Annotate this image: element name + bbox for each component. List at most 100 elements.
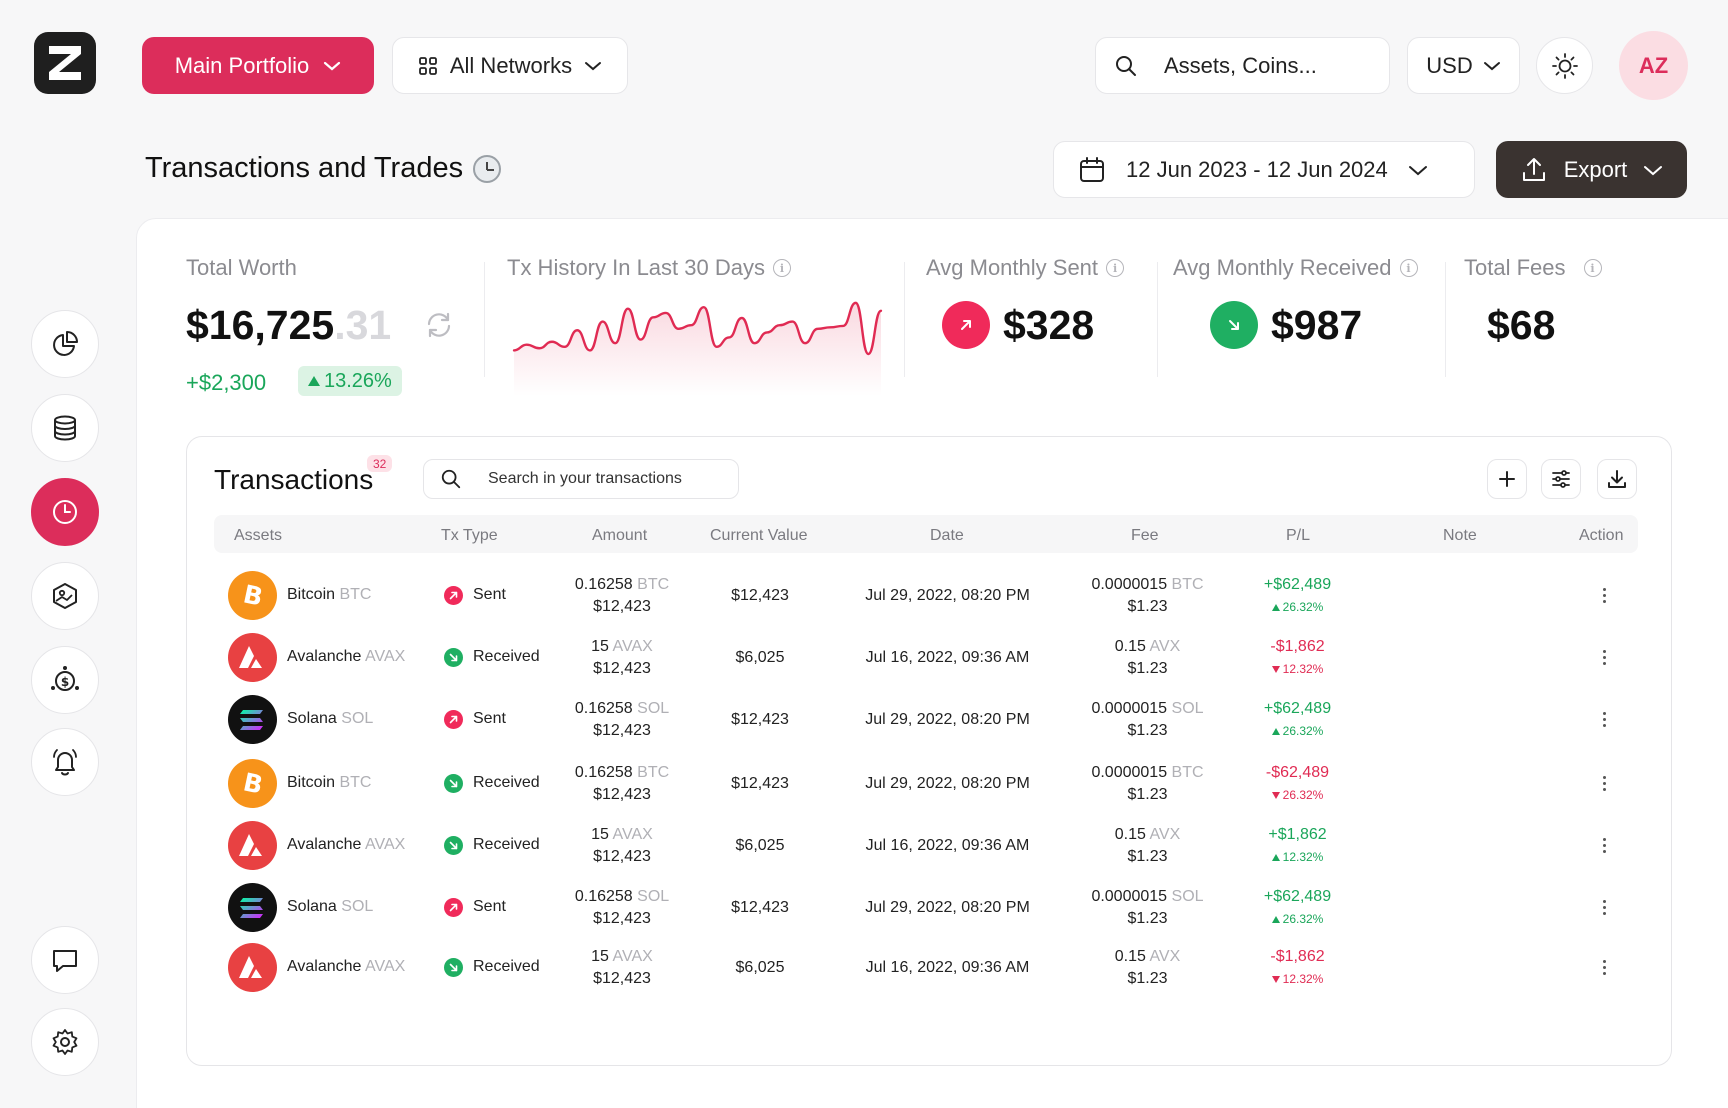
row-actions-button[interactable] xyxy=(1600,712,1608,727)
coin-logo xyxy=(228,695,277,744)
export-button[interactable]: Export xyxy=(1496,141,1687,198)
row-actions-button[interactable] xyxy=(1600,588,1608,603)
clock-icon xyxy=(473,154,502,183)
profit-loss: +$62,489 26.32% xyxy=(1225,698,1370,742)
download-button[interactable] xyxy=(1597,459,1637,499)
info-icon[interactable]: i xyxy=(1399,259,1418,277)
asset-name: Avalanche AVAX xyxy=(287,836,405,854)
chevron-down-icon xyxy=(1483,61,1500,70)
info-icon[interactable]: i xyxy=(1583,259,1602,277)
nav-nft[interactable] xyxy=(31,562,99,630)
pl-percent: 26.32% xyxy=(1282,724,1324,738)
nav-defi[interactable]: $ xyxy=(31,646,99,714)
plus-icon xyxy=(1499,471,1515,487)
svg-text:$: $ xyxy=(61,675,69,689)
arrow-down-right-icon xyxy=(444,836,463,855)
pl-percent: 26.32% xyxy=(1282,600,1324,614)
search-icon xyxy=(1116,55,1136,76)
col-note[interactable]: Note xyxy=(1443,527,1477,544)
theme-toggle[interactable] xyxy=(1536,37,1593,94)
tx-type-icon xyxy=(444,774,463,793)
fee-usd: $1.23 xyxy=(1127,598,1168,615)
asset-ticker: AVAX xyxy=(365,648,406,665)
add-transaction-button[interactable] xyxy=(1487,459,1527,499)
solana-icon xyxy=(228,883,277,932)
transactions-title: Transactions xyxy=(214,464,374,495)
amount-ticker: SOL xyxy=(637,888,670,905)
pl-value: +$62,489 xyxy=(1263,888,1332,905)
gear-icon xyxy=(52,1029,78,1055)
current-value: $12,423 xyxy=(731,899,789,916)
nav-settings[interactable] xyxy=(31,1008,99,1076)
info-icon[interactable]: i xyxy=(772,259,791,277)
portfolio-select[interactable]: Main Portfolio xyxy=(142,37,374,94)
amount-value: 0.16258 xyxy=(574,888,633,905)
fee-usd: $1.23 xyxy=(1127,910,1168,927)
col-current-value[interactable]: Current Value xyxy=(710,527,808,544)
fee: 0.0000015 SOL $1.23 xyxy=(1065,698,1230,742)
bitcoin-icon: B xyxy=(228,571,277,620)
tx-type: Sent xyxy=(473,710,506,727)
row-actions-button[interactable] xyxy=(1600,776,1608,791)
date-range-picker[interactable]: 12 Jun 2023 - 12 Jun 2024 xyxy=(1053,141,1475,198)
transactions-search-input[interactable]: Search in your transactions xyxy=(423,459,739,499)
pl-percent: 12.32% xyxy=(1282,850,1324,864)
table-row[interactable]: Avalanche AVAX Received 15 AVAX $12,423 $6,0… xyxy=(0,937,1728,999)
col-assets[interactable]: Assets xyxy=(234,527,283,544)
received-label-text: Avg Monthly Received xyxy=(1173,255,1392,280)
user-avatar[interactable]: AZ xyxy=(1619,31,1688,100)
tx-type: Received xyxy=(473,648,540,665)
table-row[interactable]: Avalanche AVAX Received 15 AVAX $12,423 $6,0… xyxy=(0,627,1728,689)
row-actions-button[interactable] xyxy=(1600,900,1608,915)
col-fee[interactable]: Fee xyxy=(1131,527,1159,544)
app-logo[interactable] xyxy=(34,32,96,94)
nav-overview[interactable] xyxy=(31,310,99,378)
nav-transactions[interactable] xyxy=(31,478,99,546)
row-actions-button[interactable] xyxy=(1600,650,1608,665)
box-icon xyxy=(53,583,77,609)
table-row[interactable]: Solana SOL Sent 0.16258 SOL $12,423 $12,423 J… xyxy=(0,689,1728,751)
global-search-input[interactable]: Assets, Coins... xyxy=(1095,37,1390,94)
col-pl[interactable]: P/L xyxy=(1286,527,1311,544)
table-row[interactable]: B Bitcoin BTC Received 0.16258 BTC $12,423 $1… xyxy=(0,753,1728,815)
networks-select[interactable]: All Networks xyxy=(392,37,628,94)
triangle-up-icon xyxy=(1271,853,1280,861)
total-worth-decimals: .31 xyxy=(334,302,392,348)
asset-name-text: Bitcoin xyxy=(287,774,336,791)
nav-assets[interactable] xyxy=(31,394,99,462)
amount-ticker: BTC xyxy=(637,764,670,781)
amount: 0.16258 SOL $12,423 xyxy=(542,886,702,930)
nav-chat[interactable] xyxy=(31,926,99,994)
table-row[interactable]: B Bitcoin BTC Sent 0.16258 BTC $12,423 $12,42… xyxy=(0,565,1728,627)
asset-name-text: Avalanche xyxy=(287,836,362,853)
asset-name-text: Solana xyxy=(287,898,337,915)
amount-ticker: AVAX xyxy=(612,826,653,843)
nav-alerts[interactable] xyxy=(31,728,99,796)
fee-value: 0.15 xyxy=(1114,948,1146,965)
row-actions-button[interactable] xyxy=(1600,838,1608,853)
tx-type: Received xyxy=(473,774,540,791)
received-arrow-icon xyxy=(1210,301,1258,349)
info-icon[interactable]: i xyxy=(1106,259,1125,277)
tx-type: Received xyxy=(473,836,540,853)
table-row[interactable]: Solana SOL Sent 0.16258 SOL $12,423 $12,423 J… xyxy=(0,877,1728,939)
tx-date: Jul 29, 2022, 08:20 PM xyxy=(865,775,1030,792)
coin-logo xyxy=(228,821,277,870)
asset-name-text: Solana xyxy=(287,710,337,727)
refresh-button[interactable] xyxy=(424,310,454,345)
asset-name-text: Bitcoin xyxy=(287,586,336,603)
table-row[interactable]: Avalanche AVAX Received 15 AVAX $12,423 $6,0… xyxy=(0,815,1728,877)
col-tx-type[interactable]: Tx Type xyxy=(441,527,498,544)
profit-loss: -$62,489 26.32% xyxy=(1225,762,1370,806)
currency-select[interactable]: USD xyxy=(1407,37,1520,94)
sun-icon xyxy=(1551,52,1578,79)
asset-ticker: AVAX xyxy=(365,836,406,853)
col-amount[interactable]: Amount xyxy=(592,527,648,544)
amount: 0.16258 BTC $12,423 xyxy=(542,574,702,618)
transactions-count-badge: 32 xyxy=(367,455,393,472)
fee-ticker: AVX xyxy=(1149,826,1181,843)
col-date[interactable]: Date xyxy=(930,527,964,544)
filter-button[interactable] xyxy=(1541,459,1581,499)
row-actions-button[interactable] xyxy=(1600,960,1608,975)
search-icon xyxy=(441,469,461,489)
